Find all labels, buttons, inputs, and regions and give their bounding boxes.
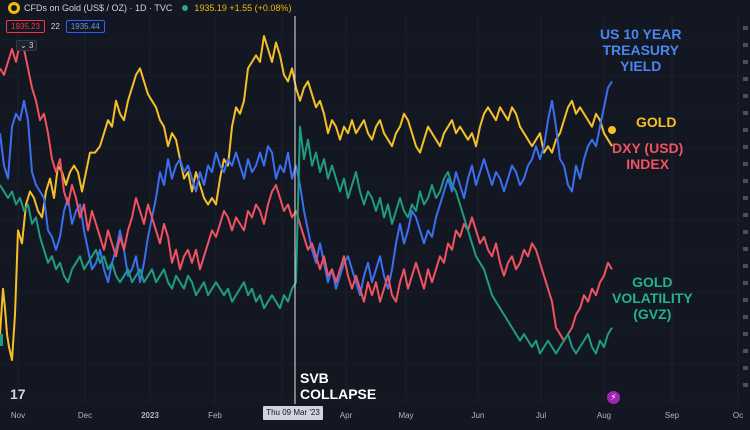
x-tick-label: Oc	[733, 411, 743, 420]
market-status-icon	[182, 5, 189, 11]
us10y-label-line-1: US 10 YEAR	[600, 26, 682, 42]
y-tick-label	[743, 383, 748, 387]
indicator-count: 3	[28, 41, 34, 50]
gold-symbol-icon	[8, 2, 20, 14]
series-line-gvz[interactable]	[0, 125, 613, 355]
y-tick-label	[743, 26, 748, 30]
y-tick-label	[743, 298, 748, 302]
series-line-gold[interactable]	[0, 35, 613, 361]
y-tick-label	[743, 349, 748, 353]
gold-last-point-marker	[608, 126, 616, 134]
gold-label-text: GOLD	[636, 114, 677, 130]
x-tick-label: Jun	[472, 411, 485, 420]
x-tick-label: Apr	[340, 411, 353, 420]
y-axis	[740, 16, 750, 406]
y-tick-label	[743, 43, 748, 47]
y-tick-label	[743, 230, 748, 234]
series-lines	[0, 35, 613, 361]
y-tick-label	[743, 247, 748, 251]
symbol-title[interactable]: CFDs on Gold (US$ / OZ) · 1D · TVC	[24, 3, 173, 13]
order-boxes: 1935.23 22 1935.44	[6, 20, 105, 33]
y-tick-label	[743, 264, 748, 268]
spread-value: 22	[50, 22, 60, 31]
y-tick-label	[743, 366, 748, 370]
buy-price-box[interactable]: 1935.44	[65, 20, 105, 33]
x-tick-label: May	[398, 411, 413, 420]
x-tick-label: Feb	[208, 411, 222, 420]
grid	[0, 16, 740, 404]
y-axis-area[interactable]	[740, 16, 750, 406]
x-tick-label: 2023	[141, 411, 159, 420]
y-tick-label	[743, 196, 748, 200]
svb-label-line-1: SVB	[300, 370, 329, 386]
dxy-label-line-2: INDEX	[626, 156, 670, 172]
price-change: 1935.19 +1.55 (+0.08%)	[194, 3, 292, 13]
us10y-label-line-2: TREASURY	[602, 42, 679, 58]
us10y-label: US 10 YEAR TREASURY YIELD	[600, 26, 681, 74]
svb-collapse-label: SVB COLLAPSE	[300, 370, 376, 402]
indicators-collapse-toggle[interactable]: ⌄ 3	[16, 40, 38, 51]
sell-price-box[interactable]: 1935.23	[6, 20, 45, 33]
y-tick-label	[743, 179, 748, 183]
tradingview-logo-icon[interactable]: 17	[10, 386, 26, 402]
gvz-label-line-1: GOLD	[632, 274, 673, 290]
gvz-start-marker	[0, 334, 3, 346]
y-tick-label	[743, 60, 748, 64]
x-tick-label: Sep	[665, 411, 680, 420]
dxy-label: DXY (USD) INDEX	[612, 140, 683, 172]
y-tick-label	[743, 77, 748, 81]
dxy-label-line-1: DXY (USD)	[612, 140, 684, 156]
crosshair-date-label: Thu 09 Mar '23	[263, 406, 323, 420]
x-axis: Nov Dec 2023 Feb Apr May Jun Jul Aug Sep Oc	[11, 411, 743, 420]
y-tick-label	[743, 128, 748, 132]
chart-header: CFDs on Gold (US$ / OZ) · 1D · TVC 1935.…	[0, 0, 291, 16]
y-tick-label	[743, 94, 748, 98]
x-tick-label: Aug	[597, 411, 611, 420]
y-tick-label	[743, 111, 748, 115]
y-tick-label	[743, 315, 748, 319]
gvz-label-line-2: VOLATILITY	[612, 290, 693, 306]
gvz-label: GOLD VOLATILITY (GVZ)	[612, 274, 693, 322]
y-tick-label	[743, 332, 748, 336]
y-tick-label	[743, 162, 748, 166]
x-tick-label: Jul	[536, 411, 546, 420]
x-tick-label: Dec	[78, 411, 92, 420]
gvz-label-line-3: (GVZ)	[633, 306, 672, 322]
y-tick-label	[743, 281, 748, 285]
y-tick-label	[743, 213, 748, 217]
gold-label: GOLD	[636, 114, 676, 130]
x-tick-label: Nov	[11, 411, 25, 420]
y-tick-label	[743, 145, 748, 149]
lightning-icon[interactable]: ⚡	[607, 391, 620, 404]
svb-label-line-2: COLLAPSE	[300, 386, 377, 402]
us10y-label-line-3: YIELD	[620, 58, 662, 74]
series-line-dxy[interactable]	[0, 41, 613, 342]
